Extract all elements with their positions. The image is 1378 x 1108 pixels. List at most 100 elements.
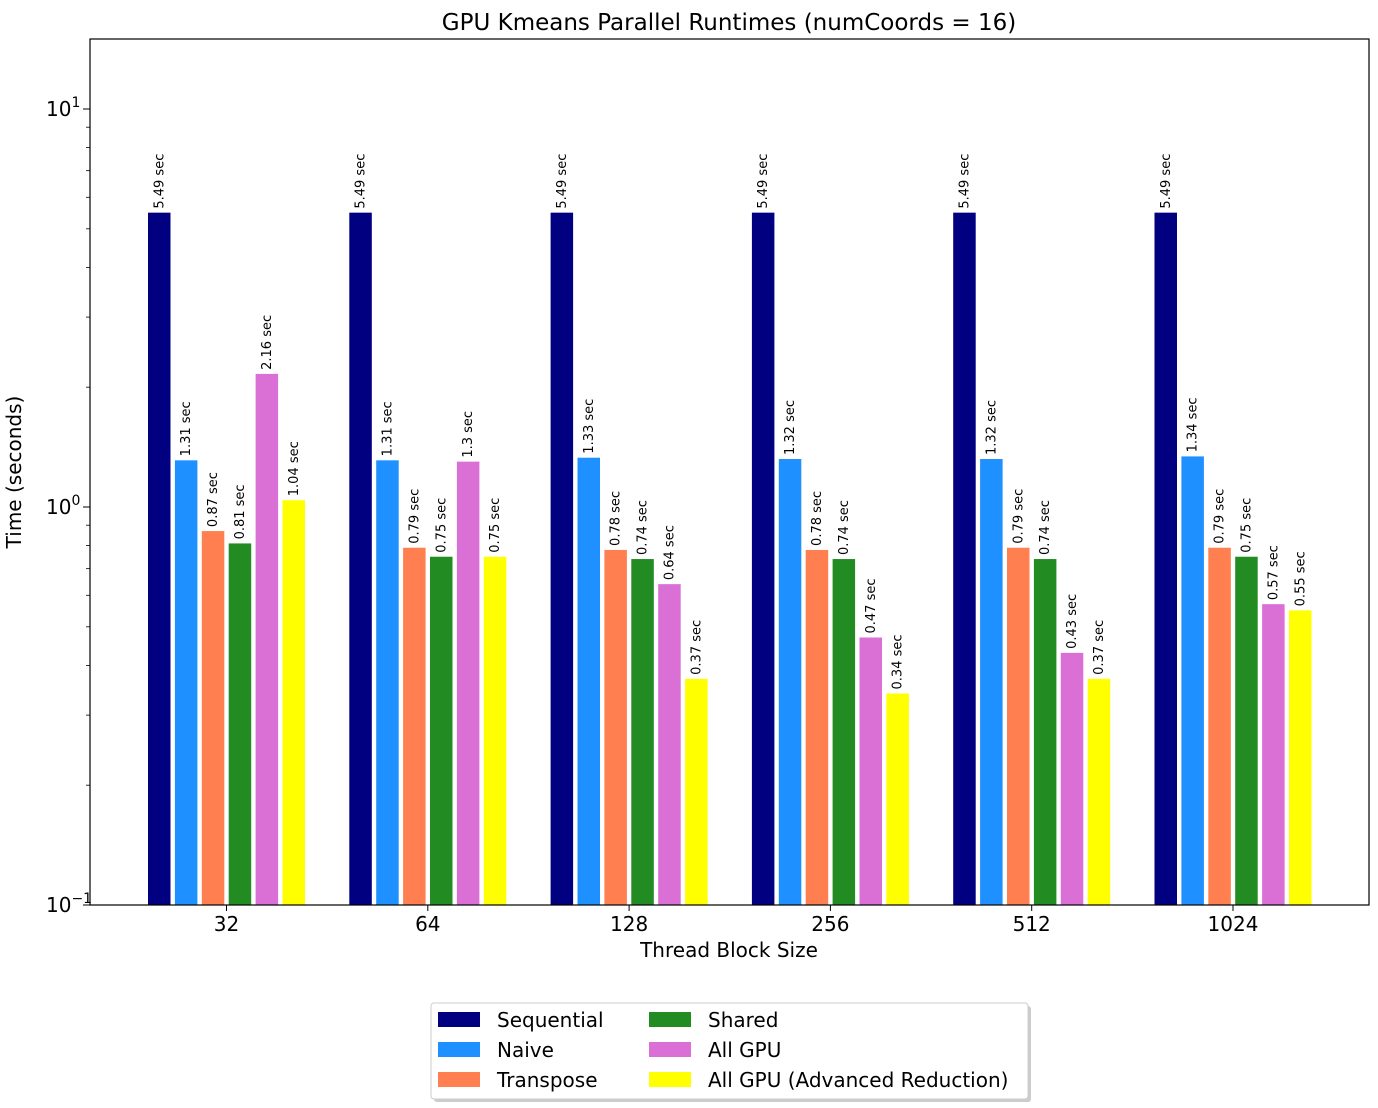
bar-all-gpu-advanced-reduction-64 [483,556,507,905]
plot-frame [89,38,1370,906]
data-labels-layer: 5.49 sec 1.31 sec 0.87 sec 0.81 sec 2.16 sec… [152,154,1308,690]
data-label: 1.31 sec [179,401,194,456]
data-label: 0.74 sec [1038,500,1053,555]
data-label: 0.79 sec [1213,489,1228,544]
data-label: 0.47 sec [864,579,879,634]
data-label: 0.75 sec [1239,498,1254,553]
chart-title: GPU Kmeans Parallel Runtimes (numCoords … [442,10,1016,36]
data-label: 0.78 sec [810,491,825,546]
data-label: 0.37 sec [689,620,704,675]
legend-box [430,1002,1029,1100]
data-label: 2.16 sec [260,315,275,370]
legend-swatch-transpose [438,1072,480,1087]
data-label: 0.43 sec [1065,594,1080,649]
data-label: 5.49 sec [555,154,570,209]
data-label: 1.34 sec [1186,397,1201,452]
bar-transpose-32 [201,531,225,905]
bar-shared-256 [832,559,856,905]
legend-label: Transpose [496,1068,598,1092]
bar-transpose-512 [1007,547,1030,905]
bar-all-gpu-1024 [1262,604,1285,905]
bar-all-gpu-advanced-reduction-1024 [1289,610,1312,905]
x-tick-label: 128 [610,912,648,936]
legend-label: Naive [497,1038,554,1062]
x-axis-label: Thread Block Size [639,938,818,962]
bar-all-gpu-512 [1060,652,1084,905]
x-tick-label: 512 [1013,912,1051,936]
data-label: 0.55 sec [1293,551,1308,606]
x-tick-label: 1024 [1208,912,1259,936]
data-label: 1.32 sec [984,400,999,455]
legend-swatch-sequential [438,1012,480,1027]
bar-all-gpu-256 [859,637,882,905]
legend-label: Sequential [497,1008,604,1032]
y-axis: 10−1 100 101 [46,95,92,917]
bar-transpose-1024 [1208,547,1231,905]
y-tick-label: 10−1 [46,891,92,917]
data-label: 1.33 sec [582,399,597,454]
bar-all-gpu-advanced-reduction-512 [1087,678,1111,905]
bars-layer [148,212,1312,905]
bar-shared-64 [430,556,453,905]
data-label: 0.75 sec [488,498,503,553]
legend: Sequential Naive Transpose Shared All GPU All… [430,1002,1031,1102]
bar-naive-1024 [1181,456,1204,905]
data-label: 0.75 sec [434,498,449,553]
y-axis-label: Time (seconds) [2,396,26,550]
data-label: 0.74 sec [837,500,852,555]
bar-naive-256 [778,459,802,905]
data-label: 5.49 sec [1159,154,1174,209]
bar-all-gpu-64 [456,461,480,905]
legend-label: All GPU (Advanced Reduction) [708,1068,1008,1092]
legend-label: Shared [708,1008,778,1032]
bar-shared-1024 [1235,556,1258,905]
data-label: 0.57 sec [1266,545,1281,600]
data-label: 5.49 sec [152,154,167,209]
bar-shared-512 [1033,559,1057,905]
data-label: 0.81 sec [233,484,248,539]
data-label: 0.74 sec [636,500,651,555]
bar-naive-32 [174,460,198,905]
data-label: 0.87 sec [206,472,221,527]
bar-sequential-128 [550,212,574,905]
bar-sequential-32 [148,212,171,905]
bar-shared-32 [228,543,252,905]
data-label: 5.49 sec [756,154,771,209]
data-label: 5.49 sec [957,154,972,209]
x-tick-label: 32 [214,912,239,936]
bar-transpose-256 [805,549,829,905]
bar-all-gpu-128 [658,584,681,905]
bar-all-gpu-advanced-reduction-256 [886,693,909,905]
data-label: 0.37 sec [1092,620,1107,675]
data-label: 0.78 sec [609,491,624,546]
data-label: 1.04 sec [287,441,302,496]
bar-sequential-1024 [1154,212,1177,905]
data-label: 1.3 sec [461,411,476,458]
x-tick-label: 64 [415,912,440,936]
bar-sequential-64 [349,212,372,905]
data-label: 1.31 sec [380,401,395,456]
bar-transpose-64 [403,547,426,905]
bar-sequential-256 [751,212,775,905]
data-label: 0.64 sec [662,525,677,580]
bar-all-gpu-advanced-reduction-128 [685,678,708,905]
bar-sequential-512 [953,212,976,905]
bar-all-gpu-32 [255,373,279,905]
y-tick-label: 100 [46,493,80,519]
data-label: 1.32 sec [783,400,798,455]
bar-transpose-128 [604,549,627,905]
legend-swatch-all-gpu-advanced-reduction [649,1072,691,1087]
legend-swatch-naive [438,1042,480,1057]
data-label: 0.79 sec [407,489,422,544]
x-axis: 32 64 128 256 512 1024 [214,905,1259,936]
bar-naive-512 [980,459,1003,905]
bar-naive-64 [376,460,399,905]
legend-swatch-all-gpu [649,1042,691,1057]
bar-naive-128 [577,457,600,905]
bar-all-gpu-advanced-reduction-32 [282,500,305,905]
bar-shared-128 [631,559,654,905]
x-tick-label: 256 [811,912,849,936]
legend-swatch-shared [649,1012,691,1027]
data-label: 0.34 sec [891,634,906,689]
